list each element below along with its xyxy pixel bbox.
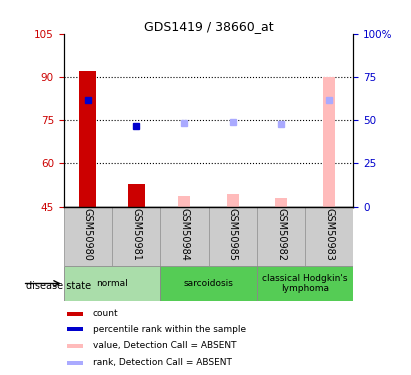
Bar xyxy=(112,207,160,266)
Text: disease state: disease state xyxy=(26,280,91,291)
Bar xyxy=(178,196,190,207)
Text: GSM50985: GSM50985 xyxy=(228,209,238,261)
Text: GSM50983: GSM50983 xyxy=(324,209,334,261)
Bar xyxy=(64,266,160,301)
Text: sarcoidosis: sarcoidosis xyxy=(184,279,233,288)
Bar xyxy=(209,207,257,266)
Bar xyxy=(67,312,83,316)
Bar xyxy=(67,327,83,331)
Bar xyxy=(323,77,335,207)
Text: normal: normal xyxy=(96,279,128,288)
Bar xyxy=(275,198,287,207)
Text: percentile rank within the sample: percentile rank within the sample xyxy=(92,325,246,334)
Bar xyxy=(160,266,257,301)
Title: GDS1419 / 38660_at: GDS1419 / 38660_at xyxy=(144,20,273,33)
Text: GSM50981: GSM50981 xyxy=(131,209,141,261)
Bar xyxy=(128,183,145,207)
Text: value, Detection Call = ABSENT: value, Detection Call = ABSENT xyxy=(92,342,236,351)
Bar xyxy=(79,71,96,207)
Bar xyxy=(257,266,353,301)
Text: GSM50982: GSM50982 xyxy=(276,209,286,261)
Bar xyxy=(67,344,83,348)
Bar xyxy=(227,194,239,207)
Text: count: count xyxy=(92,309,118,318)
Text: classical Hodgkin's
lymphoma: classical Hodgkin's lymphoma xyxy=(262,274,348,293)
Bar xyxy=(305,207,353,266)
Bar xyxy=(67,361,83,365)
Bar xyxy=(160,207,209,266)
Bar xyxy=(64,207,112,266)
Text: GSM50984: GSM50984 xyxy=(180,209,189,261)
Text: GSM50980: GSM50980 xyxy=(83,209,93,261)
Bar xyxy=(257,207,305,266)
Text: rank, Detection Call = ABSENT: rank, Detection Call = ABSENT xyxy=(92,358,231,368)
